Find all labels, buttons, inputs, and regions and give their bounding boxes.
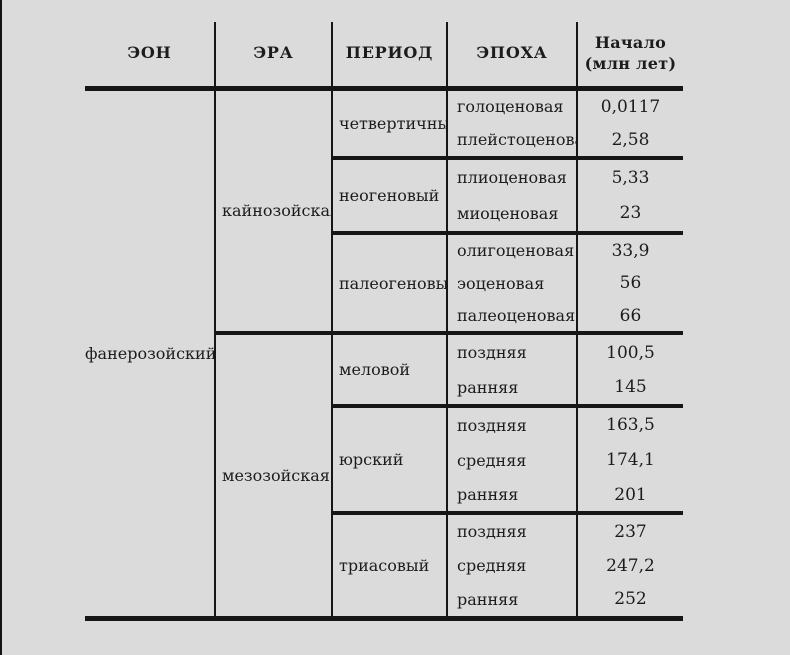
header-period: ПЕРИОД <box>331 22 447 91</box>
start-cell: 23 <box>576 195 683 235</box>
table-row: мезозойская меловой поздняя 100,5 <box>85 333 683 621</box>
start-cell: 5,33 <box>576 158 683 195</box>
start-cell: 33,9 <box>576 233 683 266</box>
header-start: Начало (млн лет) <box>576 22 683 91</box>
start-cell: 163,5 <box>576 406 683 442</box>
epoch-cell: палеоценовая <box>446 300 577 335</box>
start-cell: 252 <box>576 583 683 621</box>
eon-cell-phanerozoic: фанерозойский <box>85 88 215 621</box>
epoch-cell: олигоценовая <box>446 233 577 266</box>
table-row: фанерозойский кайнозойская четвертичный … <box>85 88 683 621</box>
period-cell-cretaceous: меловой <box>331 333 447 408</box>
table-row: неогеновый плиоценовая 5,33 <box>85 158 683 235</box>
start-cell: 145 <box>576 370 683 408</box>
start-cell: 247,2 <box>576 548 683 583</box>
header-era: ЭРА <box>214 22 332 91</box>
epoch-cell: миоценовая <box>446 195 577 235</box>
start-cell: 56 <box>576 266 683 300</box>
epoch-cell: голоценовая <box>446 88 577 123</box>
start-cell: 174,1 <box>576 442 683 478</box>
epoch-cell: поздняя <box>446 513 577 548</box>
table-row: юрский поздняя 163,5 <box>85 406 683 515</box>
epoch-cell: плейстоценовая <box>446 123 577 160</box>
table-row: средняя 174,1 <box>85 442 683 478</box>
epoch-cell: эоценовая <box>446 266 577 300</box>
epoch-cell: ранняя <box>446 370 577 408</box>
start-cell: 237 <box>576 513 683 548</box>
table-row: триасовый поздняя 237 <box>85 513 683 621</box>
table-row: палеогеновый олигоценовая 33,9 <box>85 233 683 335</box>
epoch-cell: средняя <box>446 442 577 478</box>
header-row: ЭОН ЭРА ПЕРИОД ЭПОХА Начало (млн лет) <box>85 22 683 91</box>
scan-edge-artifact <box>0 0 2 655</box>
period-cell-neogene: неогеновый <box>331 158 447 235</box>
period-cell-triassic: триасовый <box>331 513 447 621</box>
epoch-cell: средняя <box>446 548 577 583</box>
start-cell: 66 <box>576 300 683 335</box>
period-cell-quaternary: четвертичный <box>331 88 447 160</box>
table-row: ранняя 145 <box>85 370 683 408</box>
table-row: палеоценовая 66 <box>85 300 683 335</box>
period-cell-jurassic: юрский <box>331 406 447 515</box>
geologic-timescale-table: ЭОН ЭРА ПЕРИОД ЭПОХА Начало (млн лет) фа… <box>85 22 683 621</box>
start-cell: 100,5 <box>576 333 683 370</box>
header-epoch: ЭПОХА <box>446 22 577 91</box>
table-row: средняя 247,2 <box>85 548 683 583</box>
table-row: эоценовая 56 <box>85 266 683 300</box>
header-eon: ЭОН <box>85 22 215 91</box>
table-row: ранняя 201 <box>85 478 683 515</box>
era-cell-mesozoic: мезозойская <box>214 333 332 621</box>
table-row: ранняя 252 <box>85 583 683 621</box>
epoch-cell: поздняя <box>446 406 577 442</box>
epoch-cell: ранняя <box>446 478 577 515</box>
table-row: миоценовая 23 <box>85 195 683 235</box>
start-cell: 2,58 <box>576 123 683 160</box>
epoch-cell: плиоценовая <box>446 158 577 195</box>
table-row: плейстоценовая 2,58 <box>85 123 683 160</box>
epoch-cell: ранняя <box>446 583 577 621</box>
era-cell-cenozoic: кайнозойская <box>214 88 332 335</box>
epoch-cell: поздняя <box>446 333 577 370</box>
start-cell: 201 <box>576 478 683 515</box>
start-cell: 0,0117 <box>576 88 683 123</box>
period-cell-paleogene: палеогеновый <box>331 233 447 335</box>
